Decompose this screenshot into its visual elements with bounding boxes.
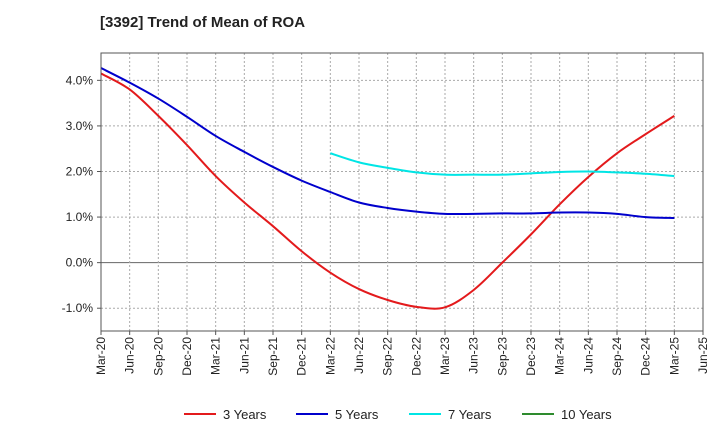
y-axis: -1.0% 0.0% 1.0% 2.0% 3.0% 4.0%	[62, 73, 101, 315]
x-tick-label: Mar-25	[667, 337, 681, 375]
legend-label-5-years: 5 Years	[335, 407, 379, 422]
x-tick-label: Sep-24	[610, 337, 624, 376]
x-tick-label: Dec-20	[180, 337, 194, 376]
x-axis: Mar-20 Jun-20 Sep-20 Dec-20 Mar-21 Jun-21 Sep-…	[94, 331, 710, 376]
series-line-7-years	[330, 152, 675, 178]
x-tick-label: Mar-20	[94, 337, 108, 375]
x-tick-label: Jun-21	[237, 337, 251, 374]
x-tick-label: Dec-21	[295, 337, 309, 376]
legend: 3 Years 5 Years 7 Years 10 Years	[184, 407, 612, 422]
x-tick-label: Sep-23	[495, 337, 509, 376]
series-line-5-years	[100, 67, 675, 219]
y-tick-label: 3.0%	[66, 119, 94, 133]
x-tick-label: Sep-21	[266, 337, 280, 376]
series-lines	[100, 67, 675, 310]
x-tick-label: Mar-24	[553, 337, 567, 375]
series-line-3-years	[100, 72, 675, 310]
x-tick-label: Mar-23	[438, 337, 452, 375]
legend-label-3-years: 3 Years	[223, 407, 267, 422]
x-tick-label: Jun-22	[352, 337, 366, 374]
y-tick-label: 4.0%	[66, 73, 94, 87]
chart-title: [3392] Trend of Mean of ROA	[100, 14, 306, 31]
y-tick-label: -1.0%	[62, 301, 94, 315]
x-tick-label: Dec-23	[524, 337, 538, 376]
plot-frame	[100, 52, 704, 332]
x-tick-label: Jun-20	[123, 337, 137, 374]
x-tick-label: Jun-24	[581, 337, 595, 374]
x-tick-label: Sep-22	[381, 337, 395, 376]
y-tick-label: 0.0%	[66, 256, 94, 270]
x-tick-label: Dec-24	[639, 337, 653, 376]
x-tick-label: Sep-20	[151, 337, 165, 376]
x-tick-label: Mar-22	[323, 337, 337, 375]
x-tick-label: Jun-25	[696, 337, 710, 374]
x-tick-label: Jun-23	[467, 337, 481, 374]
y-tick-label: 1.0%	[66, 210, 94, 224]
x-tick-label: Mar-21	[209, 337, 223, 375]
grid-lines	[101, 53, 703, 331]
x-tick-label: Dec-22	[409, 337, 423, 376]
legend-label-10-years: 10 Years	[561, 407, 612, 422]
y-tick-label: 2.0%	[66, 164, 94, 178]
legend-label-7-years: 7 Years	[448, 407, 492, 422]
